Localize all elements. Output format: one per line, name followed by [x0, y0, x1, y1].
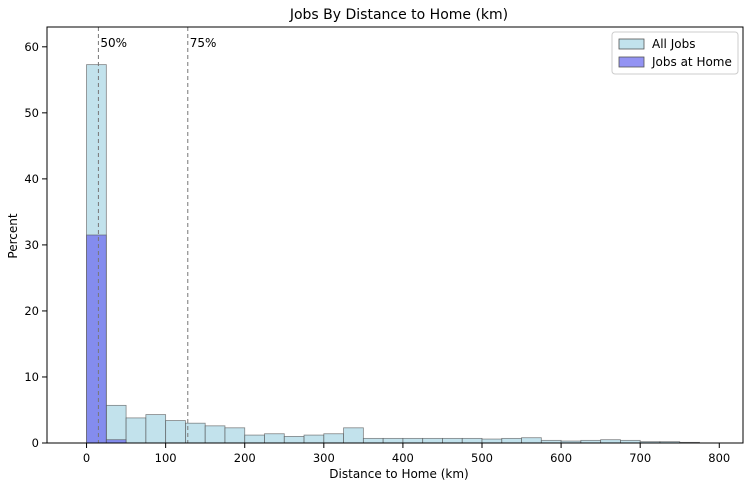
bar-jobs-at-home-0 [86, 234, 107, 444]
bar-all-jobs-9 [264, 433, 285, 444]
x-axis-label: Distance to Home (km) [329, 467, 468, 481]
x-tick-label-6: 600 [550, 451, 572, 465]
x-tick-label-0: 0 [83, 451, 90, 465]
bar-all-jobs-3 [145, 414, 167, 444]
x-axis: 0 100 200 300 400 500 600 700 800 [83, 443, 730, 465]
legend-swatch-jobs-at-home [618, 56, 645, 68]
bar-all-jobs-16 [402, 437, 424, 444]
x-tick-label-2: 200 [234, 451, 256, 465]
bar-all-jobs-4 [165, 420, 186, 444]
x-tick-label-7: 700 [629, 451, 651, 465]
bar-all-jobs-10 [283, 435, 305, 444]
x-tick-label-3: 300 [313, 451, 335, 465]
legend-swatch-all-jobs [618, 38, 645, 50]
bar-all-jobs-12 [323, 433, 344, 444]
legend-label-jobs-at-home: Jobs at Home [651, 55, 732, 69]
y-tick-label-3: 30 [24, 238, 39, 252]
bar-all-jobs-5 [185, 422, 206, 444]
chart-title: Jobs By Distance to Home (km) [289, 7, 508, 23]
bar-all-jobs-11 [303, 434, 325, 444]
bar-all-jobs-7 [224, 427, 246, 444]
bar-all-jobs-17 [422, 437, 443, 444]
bar-all-jobs-14 [362, 437, 384, 444]
bar-all-jobs-21 [501, 437, 522, 444]
x-tick-label-4: 400 [392, 451, 414, 465]
y-tick-label-1: 10 [24, 370, 39, 384]
y-axis-label: Percent [6, 213, 20, 258]
bar-all-jobs-6 [204, 425, 226, 444]
bar-all-jobs-15 [382, 437, 404, 444]
y-tick-label-5: 50 [24, 106, 39, 120]
y-tick-label-4: 40 [24, 172, 39, 186]
bar-all-jobs-20 [481, 438, 503, 444]
y-tick-label-2: 20 [24, 304, 39, 318]
plot-area: 50% 75% [46, 26, 744, 444]
x-tick-label-8: 800 [708, 451, 730, 465]
x-tick-label-1: 100 [155, 451, 177, 465]
legend: All Jobs Jobs at Home [611, 31, 739, 75]
bar-all-jobs-2 [125, 417, 147, 444]
bar-all-jobs-22 [521, 437, 542, 444]
percentile-label-0: 50% [100, 36, 127, 50]
bar-all-jobs-1 [105, 404, 127, 444]
percentile-label-1: 75% [190, 36, 217, 50]
y-tick-label-6: 60 [24, 40, 39, 54]
bar-all-jobs-8 [244, 434, 265, 444]
bar-all-jobs-19 [461, 437, 483, 444]
x-tick-label-5: 500 [471, 451, 493, 465]
y-tick-label-0: 0 [32, 436, 39, 450]
bar-all-jobs-18 [442, 437, 463, 444]
plot-frame [46, 26, 744, 444]
y-axis: 0 10 20 30 40 50 60 [24, 40, 47, 450]
bar-all-jobs-13 [343, 427, 364, 444]
legend-label-all-jobs: All Jobs [652, 37, 695, 51]
